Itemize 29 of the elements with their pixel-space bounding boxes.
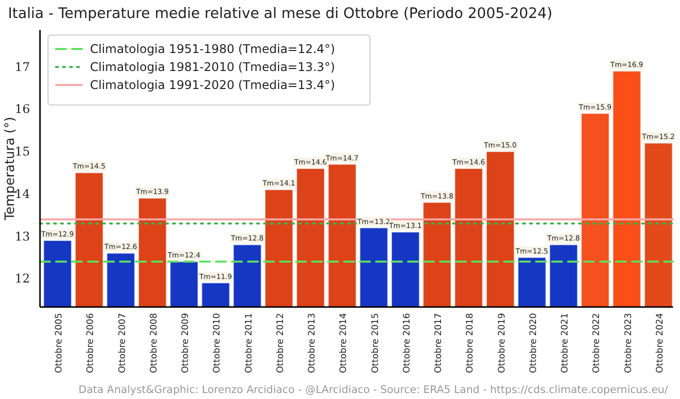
y-tick-label: 13 (14, 229, 30, 244)
x-tick-label: Ottobre 2022 (592, 313, 602, 374)
x-tick-label: Ottobre 2018 (466, 312, 476, 374)
text: Data Analyst&Graphic: Lorenzo Arcidiaco - @LArcidiaco - Source: ERA5 Land - https://cds.climate.copernicus.eu/ (78, 384, 668, 396)
x-tick-label: Ottobre 2007 (118, 313, 128, 374)
y-tick-label: 16 (14, 102, 30, 116)
legend-label: Climatologia 1981-2010 (Tmedia=13.3°) (90, 60, 335, 74)
x-tick-label: Ottobre 2005 (54, 313, 65, 374)
y-tick-label: 17 (14, 60, 30, 74)
x-tick-label: Ottobre 2012 (276, 313, 286, 374)
x-tick-label: Ottobre 2006 (86, 312, 96, 374)
x-tick-label: Ottobre 2009 (181, 312, 192, 374)
x-tick-label: Ottobre 2021 (560, 313, 571, 374)
x-tick-label: Ottobre 2013 (308, 313, 318, 374)
chart-title: Italia - Temperature medie relative al mese di Ottobre (Periodo 2005-2024) (8, 6, 552, 22)
x-tick-label: Ottobre 2020 (528, 312, 539, 374)
x-tick-label: Ottobre 2019 (497, 312, 508, 374)
x-tick-label: Ottobre 2015 (370, 313, 381, 374)
x-tick-label: Ottobre 2014 (339, 312, 350, 374)
legend-label: Climatologia 1951-1980 (Tmedia=12.4°) (90, 42, 335, 56)
x-tick-label: Ottobre 2016 (402, 312, 412, 374)
x-tick-label: Ottobre 2010 (212, 312, 223, 374)
x-tick-label: Ottobre 2017 (434, 313, 444, 374)
x-tick-label: Ottobre 2024 (655, 312, 666, 374)
y-tick-label: 12 (14, 272, 30, 286)
x-tick-label: Ottobre 2023 (624, 313, 634, 374)
x-tick-label: Ottobre 2011 (244, 313, 254, 374)
legend-label: Climatologia 1991-2020 (Tmedia=13.4°) (90, 78, 335, 92)
x-tick-label: Ottobre 2008 (149, 312, 160, 374)
